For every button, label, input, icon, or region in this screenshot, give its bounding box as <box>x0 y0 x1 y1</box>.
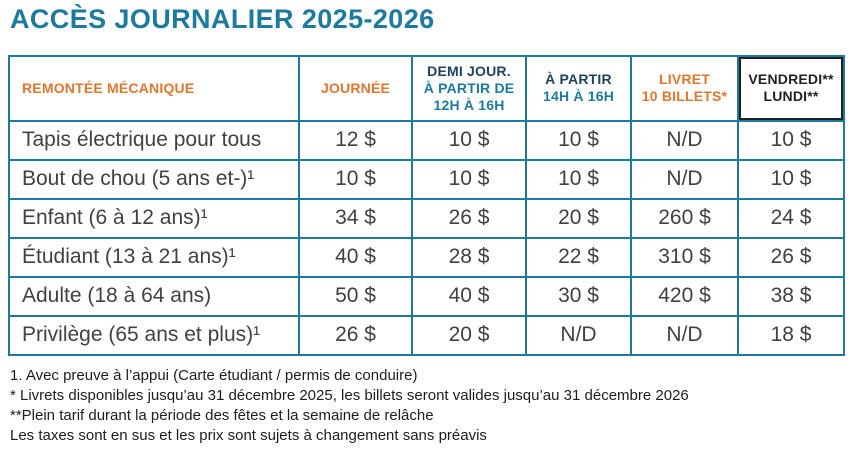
price-cell: 10 $ <box>525 158 632 200</box>
table-row-etudiant: Étudiant (13 à 21 ans)¹ 40 $ 28 $ 22 $ 3… <box>8 236 845 278</box>
column-header-a-partir-14h: À PARTIR 14H À 16H <box>525 54 632 122</box>
price-cell: 10 $ <box>411 119 527 161</box>
price-cell: 26 $ <box>737 236 845 278</box>
price-cell: 420 $ <box>630 275 739 317</box>
table-header: REMONTÉE MÉCANIQUE JOURNÉE DEMI JOUR. À … <box>8 54 845 122</box>
price-cell: 22 $ <box>525 236 632 278</box>
column-header-vendredi-lundi: VENDREDI** LUNDI** <box>737 54 845 122</box>
header-row: REMONTÉE MÉCANIQUE JOURNÉE DEMI JOUR. À … <box>8 54 845 122</box>
table-row-bout-de-chou: Bout de chou (5 ans et-)¹ 10 $ 10 $ 10 $… <box>8 158 845 200</box>
header-label: DEMI JOUR. <box>427 62 511 79</box>
column-header-demi-jour: DEMI JOUR. À PARTIR DE 12H À 16H <box>411 54 527 122</box>
price-cell: 12 $ <box>298 119 413 161</box>
row-label: Enfant (6 à 12 ans)¹ <box>8 197 300 239</box>
header-label: JOURNÉE <box>320 79 391 96</box>
header-label: À PARTIR <box>545 71 612 88</box>
column-header-remontee-mecanique: REMONTÉE MÉCANIQUE <box>8 54 300 122</box>
price-cell: 34 $ <box>298 197 413 239</box>
price-cell: 20 $ <box>411 314 527 356</box>
row-label: Adulte (18 à 64 ans) <box>8 275 300 317</box>
price-cell: 260 $ <box>630 197 739 239</box>
row-label: Tapis électrique pour tous <box>8 119 300 161</box>
header-sublabel: À PARTIR DE <box>423 79 515 96</box>
header-label: VENDREDI** <box>748 71 834 88</box>
price-cell: N/D <box>630 119 739 161</box>
price-cell: N/D <box>630 158 739 200</box>
price-cell: 24 $ <box>737 197 845 239</box>
header-label: LIVRET <box>659 71 710 88</box>
price-cell: N/D <box>630 314 739 356</box>
price-cell: N/D <box>525 314 632 356</box>
table-body: Tapis électrique pour tous 12 $ 10 $ 10 … <box>8 119 845 356</box>
price-cell: 310 $ <box>630 236 739 278</box>
price-cell: 26 $ <box>411 197 527 239</box>
column-header-journee: JOURNÉE <box>298 54 413 122</box>
footnote-livrets: * Livrets disponibles jusqu’au 31 décemb… <box>10 386 689 404</box>
price-cell: 26 $ <box>298 314 413 356</box>
column-header-livret-10-billets: LIVRET 10 BILLETS* <box>630 54 739 122</box>
price-cell: 40 $ <box>298 236 413 278</box>
row-label: Privilège (65 ans et plus)¹ <box>8 314 300 356</box>
table-row-tapis-electrique: Tapis électrique pour tous 12 $ 10 $ 10 … <box>8 119 845 161</box>
price-cell: 20 $ <box>525 197 632 239</box>
table-row-privilege: Privilège (65 ans et plus)¹ 26 $ 20 $ N/… <box>8 314 845 356</box>
price-cell: 10 $ <box>525 119 632 161</box>
price-cell: 18 $ <box>737 314 845 356</box>
table-row-adulte: Adulte (18 à 64 ans) 50 $ 40 $ 30 $ 420 … <box>8 275 845 317</box>
daily-access-price-table: REMONTÉE MÉCANIQUE JOURNÉE DEMI JOUR. À … <box>8 54 845 356</box>
price-cell: 10 $ <box>411 158 527 200</box>
row-label: Bout de chou (5 ans et-)¹ <box>8 158 300 200</box>
page-title: ACCÈS JOURNALIER 2025-2026 <box>10 4 435 34</box>
price-cell: 38 $ <box>737 275 845 317</box>
header-sublabel: 12H À 16H <box>433 96 505 113</box>
pricing-page: ACCÈS JOURNALIER 2025-2026 REMONTÉE MÉCA… <box>0 4 850 456</box>
price-cell: 50 $ <box>298 275 413 317</box>
footnote-plein-tarif: **Plein tarif durant la période des fête… <box>10 406 434 424</box>
footnote-taxes: Les taxes sont en sus et les prix sont s… <box>10 426 487 444</box>
footnote-proof: 1. Avec preuve à l’appui (Carte étudiant… <box>10 366 418 384</box>
price-cell: 10 $ <box>737 158 845 200</box>
table-row-enfant: Enfant (6 à 12 ans)¹ 34 $ 26 $ 20 $ 260 … <box>8 197 845 239</box>
footnotes: 1. Avec preuve à l’appui (Carte étudiant… <box>10 366 850 446</box>
price-cell: 10 $ <box>737 119 845 161</box>
header-sublabel: LUNDI** <box>763 88 819 105</box>
price-cell: 28 $ <box>411 236 527 278</box>
price-cell: 40 $ <box>411 275 527 317</box>
row-label: Étudiant (13 à 21 ans)¹ <box>8 236 300 278</box>
header-label: REMONTÉE MÉCANIQUE <box>22 79 195 96</box>
price-cell: 10 $ <box>298 158 413 200</box>
header-sublabel: 10 BILLETS* <box>641 88 728 105</box>
price-cell: 30 $ <box>525 275 632 317</box>
header-sublabel: 14H À 16H <box>542 88 615 105</box>
